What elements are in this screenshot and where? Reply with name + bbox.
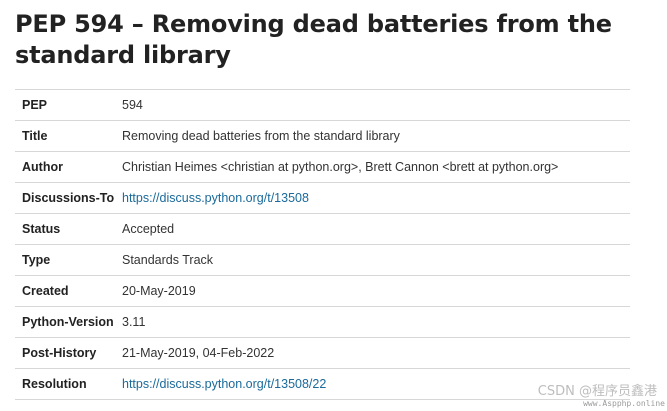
header-label: Post-History xyxy=(22,346,97,360)
header-row-resolution: Resolution https://discuss.python.org/t/… xyxy=(15,368,630,400)
header-row-type: Type Standards Track xyxy=(15,244,630,276)
header-value: 20-May-2019 xyxy=(122,284,196,298)
header-label: Status xyxy=(22,222,61,236)
watermark: CSDN @程序员鑫港 xyxy=(537,384,657,399)
header-value-cell: https://discuss.python.org/t/13508 xyxy=(122,183,630,214)
header-label: Title xyxy=(22,129,48,143)
header-row-author: Author Christian Heimes <christian at py… xyxy=(15,151,630,183)
resolution-link[interactable]: https://discuss.python.org/t/13508/22 xyxy=(122,377,327,391)
header-value: Accepted xyxy=(122,222,175,236)
header-row-discussions-to: Discussions-To https://discuss.python.or… xyxy=(15,182,630,214)
header-row-created: Created 20-May-2019 xyxy=(15,275,630,307)
pep-header-table: PEP 594 Title Removing dead batteries fr… xyxy=(15,89,630,400)
header-value-cell: https://discuss.python.org/t/13508/22 xyxy=(122,369,630,400)
header-value: Removing dead batteries from the standar… xyxy=(122,129,400,143)
header-label: PEP xyxy=(22,98,48,112)
header-label: Python-Version xyxy=(22,315,114,329)
watermark-site: www.Aspphp.online xyxy=(583,399,665,408)
header-row-pep: PEP 594 xyxy=(15,89,630,121)
header-value: 3.11 xyxy=(122,315,146,329)
header-row-status: Status Accepted xyxy=(15,213,630,245)
header-label: Resolution xyxy=(22,377,87,391)
header-value: 21-May-2019, 04-Feb-2022 xyxy=(122,346,275,360)
header-row-post-history: Post-History 21-May-2019, 04-Feb-2022 xyxy=(15,337,630,369)
header-label: Author xyxy=(22,160,63,174)
page-title: PEP 594 – Removing dead batteries from t… xyxy=(15,10,612,69)
header-label: Created xyxy=(22,284,69,298)
header-row-python-version: Python-Version 3.11 xyxy=(15,306,630,338)
header-value: Standards Track xyxy=(122,253,214,267)
header-label: Type xyxy=(22,253,51,267)
header-row-title: Title Removing dead batteries from the s… xyxy=(15,120,630,152)
header-label: Discussions-To xyxy=(22,191,115,205)
header-value: Christian Heimes <christian at python.or… xyxy=(122,160,559,174)
discussions-link[interactable]: https://discuss.python.org/t/13508 xyxy=(122,191,309,205)
header-value: 594 xyxy=(122,98,143,112)
